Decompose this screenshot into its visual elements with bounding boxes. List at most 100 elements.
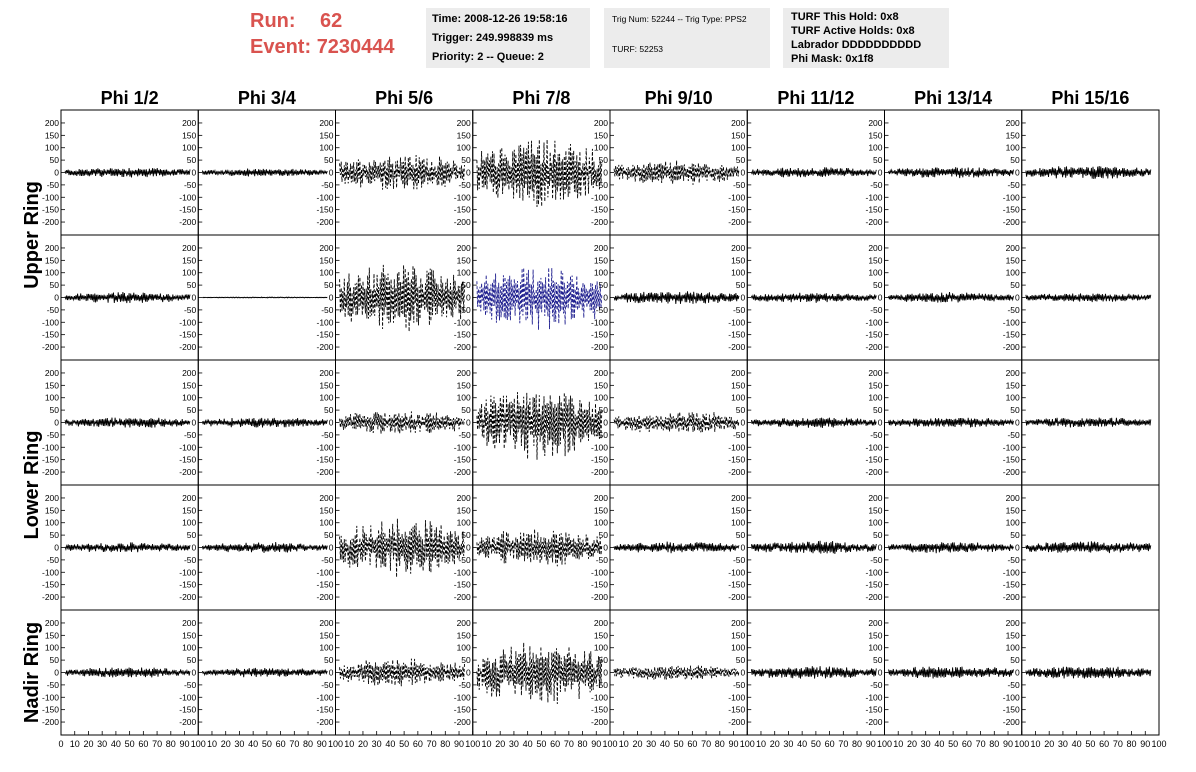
y-tick-label-r3-c7-4: 0 — [878, 418, 883, 428]
y-tick-label-r4-c4-7: -150 — [454, 580, 471, 590]
y-tick-label-r1-c8-6: -100 — [1003, 192, 1020, 202]
x-tick-label-c3-8: 80 — [440, 739, 450, 749]
y-tick-label-r2-c1-6: -100 — [42, 317, 59, 327]
y-tick-label-r3-c1-0: 200 — [45, 368, 59, 378]
y-tick-label-r2-c2-4: 0 — [192, 293, 197, 303]
y-tick-label-r1-c3-4: 0 — [329, 168, 334, 178]
y-tick-label-r5-c7-4: 0 — [878, 668, 883, 678]
y-tick-label-r1-c4-8: -200 — [454, 217, 471, 227]
y-tick-label-r1-c4-1: 150 — [457, 130, 471, 140]
waveform-r2-c3 — [339, 264, 465, 332]
y-tick-label-r3-c6-4: 0 — [741, 418, 746, 428]
y-tick-label-r1-c5-2: 100 — [594, 143, 608, 153]
y-tick-label-r5-c6-6: -100 — [728, 692, 745, 702]
y-tick-label-r2-c8-3: 50 — [1010, 280, 1020, 290]
turf-this-hold-text: TURF This Hold: 0x8 — [791, 11, 899, 23]
x-tick-label-c8-6: 60 — [1099, 739, 1109, 749]
timing-info-box: Time: 2008-12-26 19:58:16 Trigger: 249.9… — [426, 8, 590, 68]
y-tick-label-r3-c4-3: 50 — [461, 405, 471, 415]
waveform-r2-c2 — [202, 296, 328, 299]
y-tick-label-r1-c1-6: -100 — [42, 192, 59, 202]
y-tick-label-r4-c5-7: -150 — [591, 580, 608, 590]
y-tick-label-r4-c5-4: 0 — [603, 543, 608, 553]
y-tick-label-r1-c4-3: 50 — [461, 155, 471, 165]
waveform-r4-c8 — [1025, 541, 1152, 554]
y-tick-label-r3-c8-7: -150 — [1003, 455, 1020, 465]
y-tick-label-r5-c3-6: -100 — [316, 692, 333, 702]
y-tick-label-r1-c7-6: -100 — [865, 192, 882, 202]
x-tick-label-c5-1: 10 — [619, 739, 629, 749]
y-tick-label-r3-c6-8: -200 — [728, 467, 745, 477]
y-tick-label-r2-c1-1: 150 — [45, 255, 59, 265]
y-tick-label-r4-c6-6: -100 — [728, 567, 745, 577]
waveform-r5-c7 — [888, 666, 1014, 679]
y-tick-label-r3-c4-1: 150 — [457, 380, 471, 390]
waveform-r1-c6 — [750, 167, 877, 178]
y-tick-label-r1-c7-5: -50 — [870, 180, 883, 190]
y-tick-label-r4-c5-8: -200 — [591, 592, 608, 602]
run-value: 62 — [320, 10, 343, 32]
y-tick-label-r2-c2-1: 150 — [182, 255, 196, 265]
y-tick-label-r1-c6-4: 0 — [741, 168, 746, 178]
y-tick-label-r1-c6-6: -100 — [728, 192, 745, 202]
x-tick-label-c2-1: 10 — [207, 739, 217, 749]
y-tick-label-r2-c2-7: -150 — [179, 330, 196, 340]
x-tick-label-c8-9: 90 — [1140, 739, 1150, 749]
x-tick-label-c6-2: 20 — [770, 739, 780, 749]
y-tick-label-r2-c5-8: -200 — [591, 342, 608, 352]
y-tick-label-r2-c6-1: 150 — [731, 255, 745, 265]
x-tick-label-c1-6: 60 — [138, 739, 148, 749]
y-tick-label-r4-c5-1: 150 — [594, 505, 608, 515]
y-tick-label-r1-c7-7: -150 — [865, 205, 882, 215]
y-tick-label-r2-c5-1: 150 — [594, 255, 608, 265]
y-tick-label-r4-c3-1: 150 — [319, 505, 333, 515]
y-tick-label-r4-c3-3: 50 — [324, 530, 334, 540]
y-tick-label-r1-c6-3: 50 — [736, 155, 746, 165]
y-tick-label-r1-c5-4: 0 — [603, 168, 608, 178]
y-tick-label-r2-c7-2: 100 — [868, 268, 882, 278]
y-tick-label-r4-c6-4: 0 — [741, 543, 746, 553]
y-tick-label-r1-c3-6: -100 — [316, 192, 333, 202]
x-tick-label-c3-5: 50 — [399, 739, 409, 749]
x-tick-label-c3-1: 10 — [344, 739, 354, 749]
y-tick-label-r5-c1-8: -200 — [42, 717, 59, 727]
y-tick-label-r2-c5-7: -150 — [591, 330, 608, 340]
y-tick-label-r5-c2-2: 100 — [182, 643, 196, 653]
turf-active-holds-text: TURF Active Holds: 0x8 — [791, 25, 915, 37]
y-tick-label-r2-c7-0: 200 — [868, 243, 882, 253]
y-tick-label-r2-c8-0: 200 — [1006, 243, 1020, 253]
x-tick-label-c2-5: 50 — [262, 739, 272, 749]
y-tick-label-r5-c3-0: 200 — [319, 618, 333, 628]
x-tick-label-c3-4: 40 — [385, 739, 395, 749]
y-tick-label-r5-c1-0: 200 — [45, 618, 59, 628]
y-tick-label-r1-c7-3: 50 — [873, 155, 883, 165]
y-tick-label-r5-c6-3: 50 — [736, 655, 746, 665]
y-tick-label-r4-c2-2: 100 — [182, 518, 196, 528]
y-tick-label-r2-c5-4: 0 — [603, 293, 608, 303]
waveform-r5-c5 — [613, 665, 740, 680]
y-tick-label-r1-c3-3: 50 — [324, 155, 334, 165]
y-tick-label-r3-c2-7: -150 — [179, 455, 196, 465]
y-tick-label-r1-c5-5: -50 — [596, 180, 609, 190]
x-tick-label-c2-9: 90 — [317, 739, 327, 749]
x-tick-label-c3-9: 90 — [454, 739, 464, 749]
y-tick-label-r5-c1-5: -50 — [47, 680, 60, 690]
y-tick-label-r3-c5-5: -50 — [596, 430, 609, 440]
y-tick-label-r3-c3-7: -150 — [316, 455, 333, 465]
y-tick-label-r1-c8-7: -150 — [1003, 205, 1020, 215]
y-tick-label-r3-c1-1: 150 — [45, 380, 59, 390]
x-tick-label-c4-9: 90 — [591, 739, 601, 749]
y-tick-label-r3-c3-6: -100 — [316, 442, 333, 452]
y-tick-label-r2-c8-6: -100 — [1003, 317, 1020, 327]
y-tick-label-r5-c7-8: -200 — [865, 717, 882, 727]
y-tick-label-r4-c7-3: 50 — [873, 530, 883, 540]
y-tick-label-r5-c3-2: 100 — [319, 643, 333, 653]
y-tick-label-r3-c6-0: 200 — [731, 368, 745, 378]
y-tick-label-r2-c7-7: -150 — [865, 330, 882, 340]
y-tick-label-r4-c5-2: 100 — [594, 518, 608, 528]
y-tick-label-r1-c5-7: -150 — [591, 205, 608, 215]
y-tick-label-r3-c1-4: 0 — [54, 418, 59, 428]
x-tick-label-c3-7: 70 — [427, 739, 437, 749]
y-tick-label-r5-c2-8: -200 — [179, 717, 196, 727]
y-tick-label-r3-c5-4: 0 — [603, 418, 608, 428]
